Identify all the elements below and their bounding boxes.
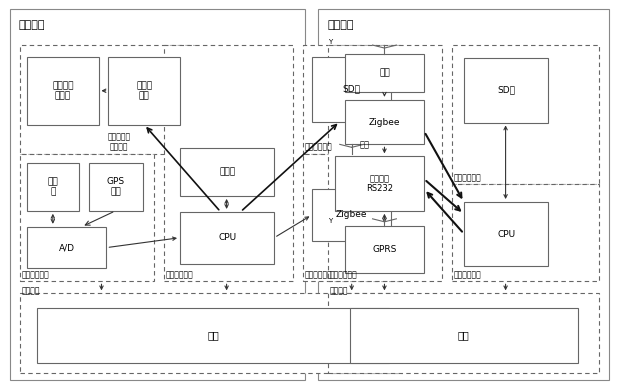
Bar: [27, 163, 79, 211]
Text: 天线: 天线: [379, 68, 390, 77]
Text: 数据采集单元: 数据采集单元: [22, 270, 50, 279]
Bar: [10, 9, 305, 380]
Text: CPU: CPU: [497, 230, 515, 239]
Text: A/D: A/D: [59, 243, 75, 252]
Text: Y: Y: [327, 39, 332, 45]
Text: 水质仪升降
控制单元: 水质仪升降 控制单元: [108, 132, 131, 151]
Bar: [328, 293, 599, 373]
Bar: [20, 293, 402, 373]
Bar: [452, 45, 599, 184]
Bar: [328, 45, 442, 281]
Text: Zigbee: Zigbee: [336, 210, 368, 219]
Bar: [312, 189, 391, 241]
Bar: [27, 57, 98, 124]
Text: 天线: 天线: [360, 141, 370, 150]
Text: 接口模块
RS232: 接口模块 RS232: [366, 174, 393, 193]
Text: 存储器: 存储器: [219, 168, 235, 177]
Bar: [303, 45, 402, 154]
Bar: [345, 54, 424, 92]
Bar: [464, 58, 548, 123]
Text: 水质仪升
降电机: 水质仪升 降电机: [52, 81, 74, 100]
Text: 电机驱
动板: 电机驱 动板: [136, 81, 152, 100]
Text: 数据处理单元: 数据处理单元: [166, 270, 194, 279]
Bar: [89, 163, 143, 211]
Text: 供电单元: 供电单元: [22, 286, 41, 295]
Text: GPS
数据: GPS 数据: [107, 177, 125, 197]
Bar: [350, 308, 578, 363]
Bar: [180, 148, 274, 196]
Text: 数据存储单元: 数据存储单元: [305, 142, 333, 151]
Bar: [20, 154, 154, 281]
Text: 电源: 电源: [207, 331, 219, 340]
Bar: [318, 9, 609, 380]
Bar: [345, 100, 424, 144]
Text: 传感
器: 传感 器: [48, 177, 58, 197]
Bar: [20, 45, 194, 154]
Bar: [164, 45, 293, 281]
Text: Zigbee: Zigbee: [369, 117, 400, 126]
Text: 汇聚节点: 汇聚节点: [328, 20, 354, 30]
Text: 数据处理单元: 数据处理单元: [454, 270, 482, 279]
Bar: [108, 57, 180, 124]
Text: 采集节点: 采集节点: [18, 20, 45, 30]
Text: 数据存储单元: 数据存储单元: [454, 173, 482, 182]
Bar: [303, 154, 402, 281]
Text: 供电单元: 供电单元: [330, 286, 348, 295]
Bar: [345, 226, 424, 273]
Text: 电源: 电源: [458, 331, 470, 340]
Text: SD卡: SD卡: [343, 85, 361, 94]
Bar: [37, 308, 389, 363]
Text: SD卡: SD卡: [497, 86, 515, 95]
Text: CPU: CPU: [218, 233, 236, 242]
Text: 数据传输单元: 数据传输单元: [305, 270, 333, 279]
Text: Y: Y: [327, 218, 332, 224]
Bar: [180, 212, 274, 263]
Text: 数据传输单元: 数据传输单元: [330, 270, 358, 279]
Bar: [452, 184, 599, 281]
Bar: [27, 227, 106, 268]
Bar: [464, 202, 548, 266]
Text: GPRS: GPRS: [372, 245, 397, 254]
Bar: [312, 57, 391, 121]
Bar: [335, 156, 424, 211]
